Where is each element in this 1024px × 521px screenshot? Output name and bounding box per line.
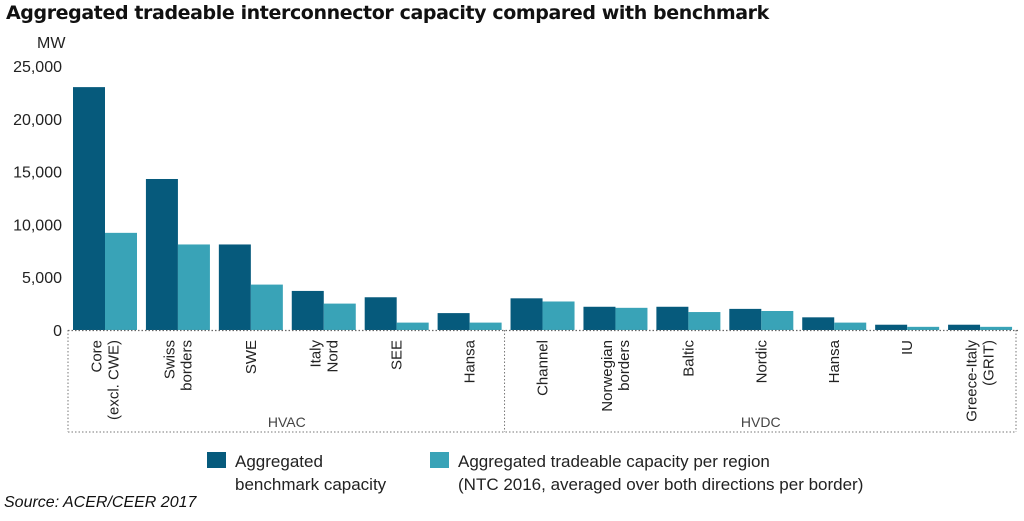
bar-benchmark [802,317,835,330]
legend-swatch [207,452,226,468]
bar-tradeable [761,310,794,330]
category-label-line: Hansa [462,339,479,383]
category-label-line: SWE [243,340,260,374]
category-label: Channel [535,340,552,396]
category-label: SEE [389,340,406,370]
category-label-line: Norwegian [599,340,616,412]
y-tick-label: 25,000 [13,59,62,76]
y-tick-label: 5,000 [22,270,62,287]
category-label-line: SEE [389,340,406,370]
legend-swatch [430,452,449,468]
y-tick-label: 0 [53,323,62,340]
bar-tradeable [177,244,210,330]
category-label: Swiss borders [161,340,195,391]
bar-tradeable [469,322,502,330]
group-label: HVDC [741,414,781,430]
category-label: IU [899,340,916,355]
bar-tradeable [250,284,283,330]
legend-item: Aggregated benchmark capacity [207,452,387,494]
bar-tradeable [688,312,721,330]
category-label: Greece-Italy (GRIT) [964,340,998,422]
bars [73,87,1013,331]
bar-tradeable [396,322,429,330]
bar-benchmark [656,306,689,330]
y-tick-label: 15,000 [13,165,62,182]
category-label: SWE [243,340,260,374]
category-label-line: borders [178,340,195,391]
category-label: Baltic [680,340,697,377]
legend-label: (NTC 2016, averaged over both directions… [458,475,863,494]
bar-benchmark [948,324,981,330]
category-label-line: Nord [324,340,341,373]
bar-benchmark [875,324,908,330]
x-axis [67,329,1018,433]
category-label-line: Swiss [161,340,178,379]
bar-benchmark [364,297,397,330]
y-tick-label: 10,000 [13,217,62,234]
category-label-line: Italy [307,340,324,368]
bar-benchmark [291,290,324,330]
bar-tradeable [834,322,867,330]
category-label: Hansa [462,339,479,383]
category-label-line: Core [89,340,106,373]
chart-title: Aggregated tradeable interconnector capa… [6,2,769,24]
bar-benchmark [218,244,251,330]
bar-tradeable [323,303,356,330]
category-labels: Core (excl. CWE) Swiss borders SWE Italy Nord S… [89,339,998,421]
category-label-line: borders [616,340,633,391]
category-label: Norwegian borders [599,340,633,412]
legend-item: Aggregated tradeable capacity per region… [430,452,863,494]
bar-benchmark [729,308,762,330]
category-label: Core (excl. CWE) [89,340,123,420]
legend-label: Aggregated [235,452,323,471]
y-tick-label: 20,000 [13,112,62,129]
bar-benchmark [145,178,178,330]
category-label-line: Channel [535,340,552,396]
category-label: Hansa [826,339,843,383]
source-note: Source: ACER/CEER 2017 [4,494,197,511]
category-label-line: Greece-Italy [964,340,981,422]
category-label-line: (excl. CWE) [106,340,123,420]
group-label: HVAC [268,414,306,430]
category-label-line: Hansa [826,339,843,383]
bar-tradeable [907,326,940,330]
category-label-line: Baltic [680,340,697,377]
y-axis-unit: MW [37,35,66,52]
bar-tradeable [542,301,575,330]
category-label-line: Nordic [753,340,770,384]
category-label: Italy Nord [307,340,341,373]
bar-tradeable [615,307,648,330]
category-label-line: IU [899,340,916,355]
category-label: Nordic [753,340,770,384]
bar-tradeable [105,232,137,330]
legend-label: benchmark capacity [235,475,387,494]
y-axis-ticks: 0 5,000 10,000 15,000 20,000 25,000 [13,59,62,340]
group-labels: HVAC HVDC [268,414,781,430]
category-label-line: (GRIT) [981,340,998,386]
bar-benchmark [583,306,616,330]
bar-benchmark [510,298,543,330]
bar-tradeable [980,326,1013,330]
legend-label: Aggregated tradeable capacity per region [458,452,770,471]
legend: Aggregated benchmark capacity Aggregated t… [207,452,863,494]
bar-benchmark [73,87,105,331]
bar-benchmark [437,313,470,330]
